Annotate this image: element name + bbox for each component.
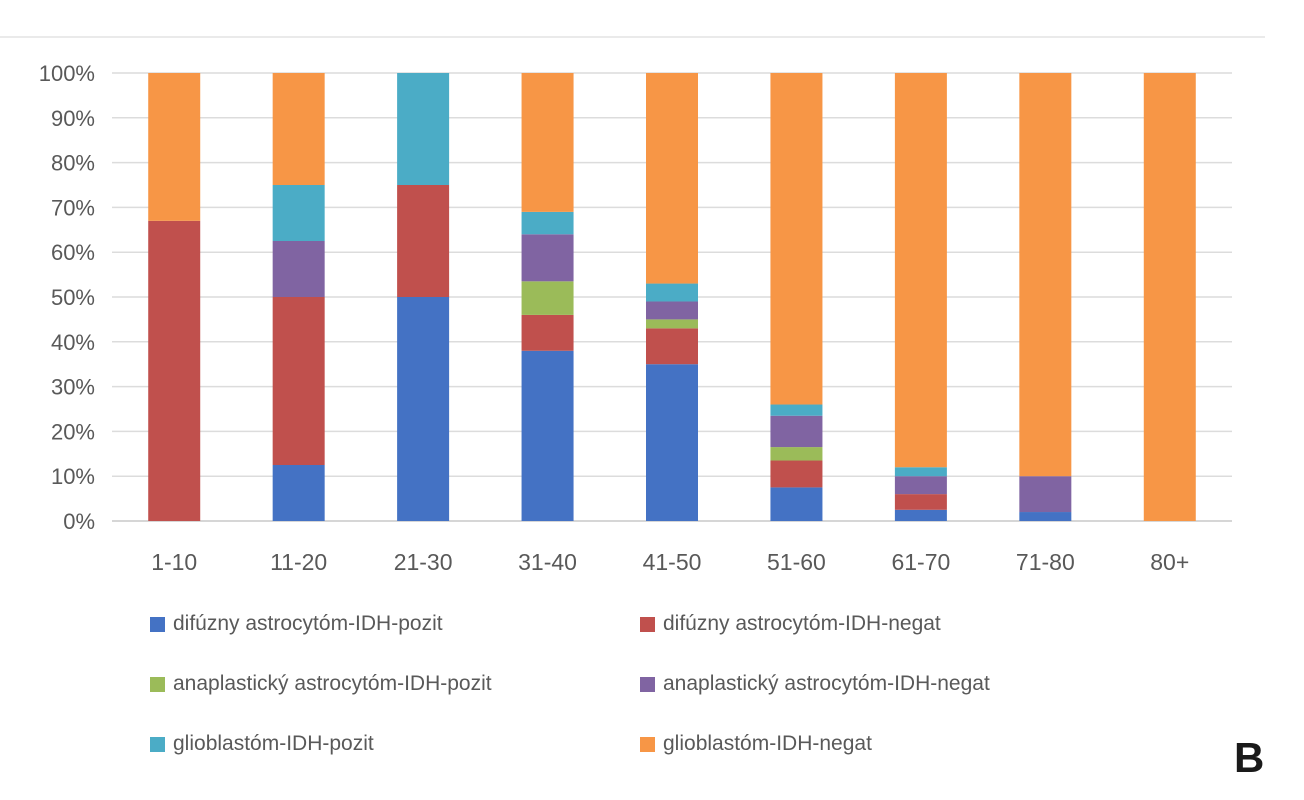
y-tick-label: 80% xyxy=(51,151,95,176)
bar-segment xyxy=(521,234,574,282)
bar-segment xyxy=(1019,476,1072,513)
x-tick-label: 11-20 xyxy=(270,549,327,575)
y-tick-label: 40% xyxy=(51,330,95,355)
bar-segment xyxy=(646,283,698,302)
x-tick-label: 61-70 xyxy=(891,549,950,575)
legend-label: anaplastický astrocytóm-IDH-pozit xyxy=(173,672,492,695)
x-tick-label: 1-10 xyxy=(151,549,197,575)
legend-item: glioblastóm-IDH-pozit xyxy=(150,732,374,756)
bar-segment xyxy=(521,73,574,212)
legend-label: glioblastóm-IDH-negat xyxy=(663,732,872,755)
bar-segment xyxy=(770,447,823,461)
x-tick-label: 31-40 xyxy=(518,549,577,575)
legend-swatch xyxy=(150,616,165,632)
panel-label: B xyxy=(1234,734,1265,781)
x-tick-label: 80+ xyxy=(1150,549,1189,575)
bar-segment xyxy=(646,328,698,365)
x-tick-label: 41-50 xyxy=(643,549,702,575)
y-tick-label: 50% xyxy=(51,285,95,310)
legend-label: difúzny astrocytóm-IDH-negat xyxy=(663,612,941,635)
x-tick-label: 71-80 xyxy=(1016,549,1075,575)
y-tick-label: 90% xyxy=(51,106,95,131)
bar-segment xyxy=(521,281,574,315)
bar-segment xyxy=(521,211,574,235)
bar-segment xyxy=(646,364,698,521)
bar-segment xyxy=(770,460,823,488)
bar-segment xyxy=(770,404,823,416)
bar-segment xyxy=(272,465,325,521)
y-tick-label: 60% xyxy=(51,240,95,265)
legend-label: glioblastóm-IDH-pozit xyxy=(173,732,374,755)
y-tick-label: 70% xyxy=(51,195,95,220)
legend-item: glioblastóm-IDH-negat xyxy=(640,732,872,756)
legend-item: anaplastický astrocytóm-IDH-pozit xyxy=(150,672,492,696)
legend-item: difúzny astrocytóm-IDH-pozit xyxy=(150,612,443,636)
legend-item: anaplastický astrocytóm-IDH-negat xyxy=(640,672,990,696)
bar-segment xyxy=(272,241,325,297)
bar-segment xyxy=(1019,73,1072,477)
legend-swatch xyxy=(640,676,655,692)
bar-segment xyxy=(1143,73,1196,521)
legend-label: anaplastický astrocytóm-IDH-negat xyxy=(663,672,990,695)
bar-segment xyxy=(646,319,698,329)
y-tick-label: 20% xyxy=(51,419,95,444)
y-tick-label: 0% xyxy=(63,509,95,534)
bar-segment xyxy=(397,297,450,521)
bar-segment xyxy=(894,73,947,468)
legend-swatch xyxy=(150,676,165,692)
legend-label: difúzny astrocytóm-IDH-pozit xyxy=(173,612,443,635)
legend-swatch xyxy=(150,736,165,752)
bar-segment xyxy=(646,301,698,320)
bar-segment xyxy=(521,314,574,351)
bar-segment xyxy=(397,73,450,185)
bar-segment xyxy=(272,297,325,465)
bar-segment xyxy=(894,509,947,521)
bar-segment xyxy=(770,487,823,521)
bar-segment xyxy=(646,73,698,284)
bar-segment xyxy=(521,350,574,521)
bar-segment xyxy=(770,73,823,405)
legend-swatch xyxy=(640,616,655,632)
bar-segment xyxy=(272,73,325,185)
bar-segment xyxy=(148,73,201,221)
legend-swatch xyxy=(640,736,655,752)
legend-item: difúzny astrocytóm-IDH-negat xyxy=(640,612,941,636)
x-tick-label: 51-60 xyxy=(767,549,826,575)
bar-segment xyxy=(770,415,823,448)
bar-segment xyxy=(1019,512,1072,521)
bar-segment xyxy=(397,185,450,297)
y-tick-label: 100% xyxy=(39,61,95,86)
bar-segment xyxy=(148,220,201,521)
y-tick-label: 30% xyxy=(51,375,95,400)
bar-segment xyxy=(894,494,947,510)
bar-segment xyxy=(894,476,947,495)
x-tick-label: 21-30 xyxy=(394,549,453,575)
bar-segment xyxy=(272,185,325,241)
bar-segment xyxy=(894,467,947,477)
y-tick-label: 10% xyxy=(51,464,95,489)
